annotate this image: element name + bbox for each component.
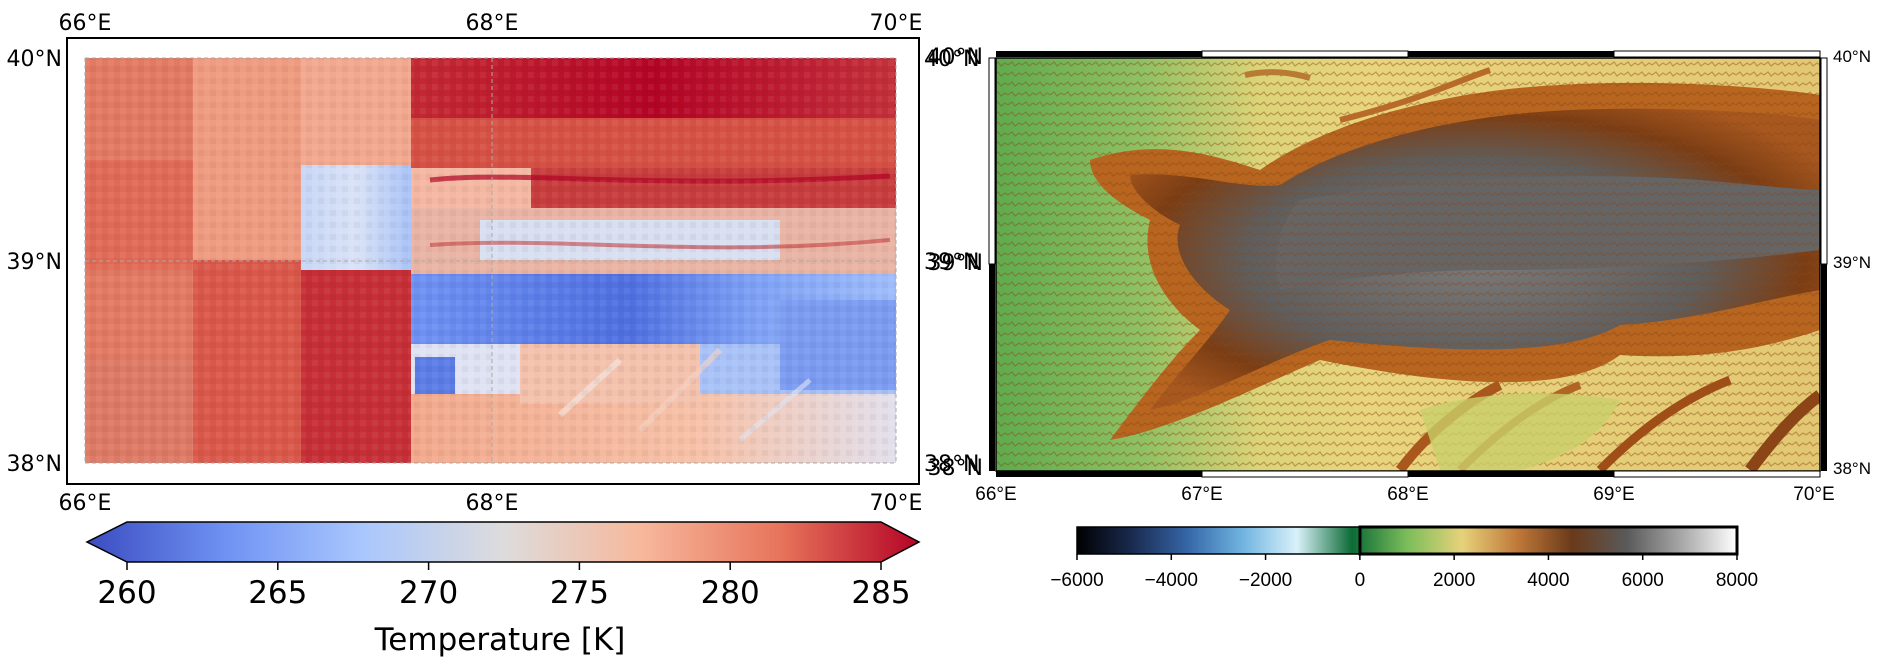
elevation-colorbar-tick-label: 6000: [1622, 570, 1664, 591]
right-lat-right-39: 39°N: [1833, 253, 1871, 272]
right-lat-right-40: 40°N: [1833, 47, 1871, 66]
left-lat-right-40: 40°N: [924, 47, 979, 72]
elevation-colorbar-tick-label: 4000: [1527, 570, 1569, 591]
elevation-field: [996, 58, 1820, 471]
left-lat-40: 40°N: [7, 47, 62, 72]
elevation-colorbar-tick-label: 2000: [1433, 570, 1475, 591]
left-lon-top-66: 66°E: [59, 11, 112, 36]
temperature-colorbar-tick-label: 275: [550, 575, 609, 611]
temperature-colorbar-tick-label: 265: [248, 575, 307, 611]
right-lon-66: 66°E: [975, 484, 1016, 505]
temperature-colorbar-tick-label: 285: [851, 575, 910, 611]
elevation-colorbar-tick-label: −6000: [1050, 570, 1103, 591]
temperature-colorbar-tick-label: 280: [701, 575, 760, 611]
temperature-colorbar-tick-label: 260: [97, 575, 156, 611]
left-lon-top-68: 68°E: [466, 11, 519, 36]
right-lat-40: 40°N: [928, 45, 983, 70]
right-lat-right-38: 38°N: [1833, 459, 1871, 478]
temperature-gridlines: [84, 57, 897, 464]
left-lat-38: 38°N: [7, 452, 62, 477]
right-lat-38: 38°N: [928, 456, 983, 481]
left-lon-bottom-68: 68°E: [466, 491, 519, 516]
right-lon-70: 70°E: [1793, 484, 1834, 505]
temperature-colorbar-label: Temperature [K]: [374, 622, 626, 658]
left-lon-top-70: 70°E: [870, 11, 923, 36]
elevation-colorbar-tick-label: 0: [1355, 570, 1366, 591]
elevation-colorbar-tick-label: 8000: [1716, 570, 1758, 591]
left-lon-bottom-66: 66°E: [59, 491, 112, 516]
right-lon-69: 69°E: [1593, 484, 1634, 505]
elevation-colorbar: −6000 −4000 −2000 0 2000 4000 6000 8000: [1050, 525, 1758, 591]
left-lat-right-38: 38°N: [924, 452, 979, 477]
right-lat-39: 39°N: [928, 251, 983, 276]
left-lat-39: 39°N: [7, 250, 62, 275]
elevation-map-border: [988, 50, 1828, 478]
left-lon-bottom-70: 70°E: [870, 491, 923, 516]
right-lon-67: 67°E: [1181, 484, 1222, 505]
temperature-colorbar-bar: [85, 521, 921, 563]
temperature-map: 66°E 68°E 70°E 66°E 68°E 70°E 40°N 39°N …: [7, 11, 980, 516]
elevation-colorbar-tick-label: −2000: [1239, 570, 1292, 591]
elevation-colorbar-tick-label: −4000: [1145, 570, 1198, 591]
elevation-map: 40°N 39°N 38°N 40°N 39°N 38°N 66°E 67°E …: [928, 45, 1871, 505]
right-lon-68: 68°E: [1387, 484, 1428, 505]
temperature-colorbar-tick-label: 270: [399, 575, 458, 611]
temperature-colorbar: 260 265 270 275 280 285 Temperature [K]: [85, 521, 921, 658]
elevation-colorbar-bar: [1077, 527, 1737, 554]
left-lat-right-39: 39°N: [924, 250, 979, 275]
